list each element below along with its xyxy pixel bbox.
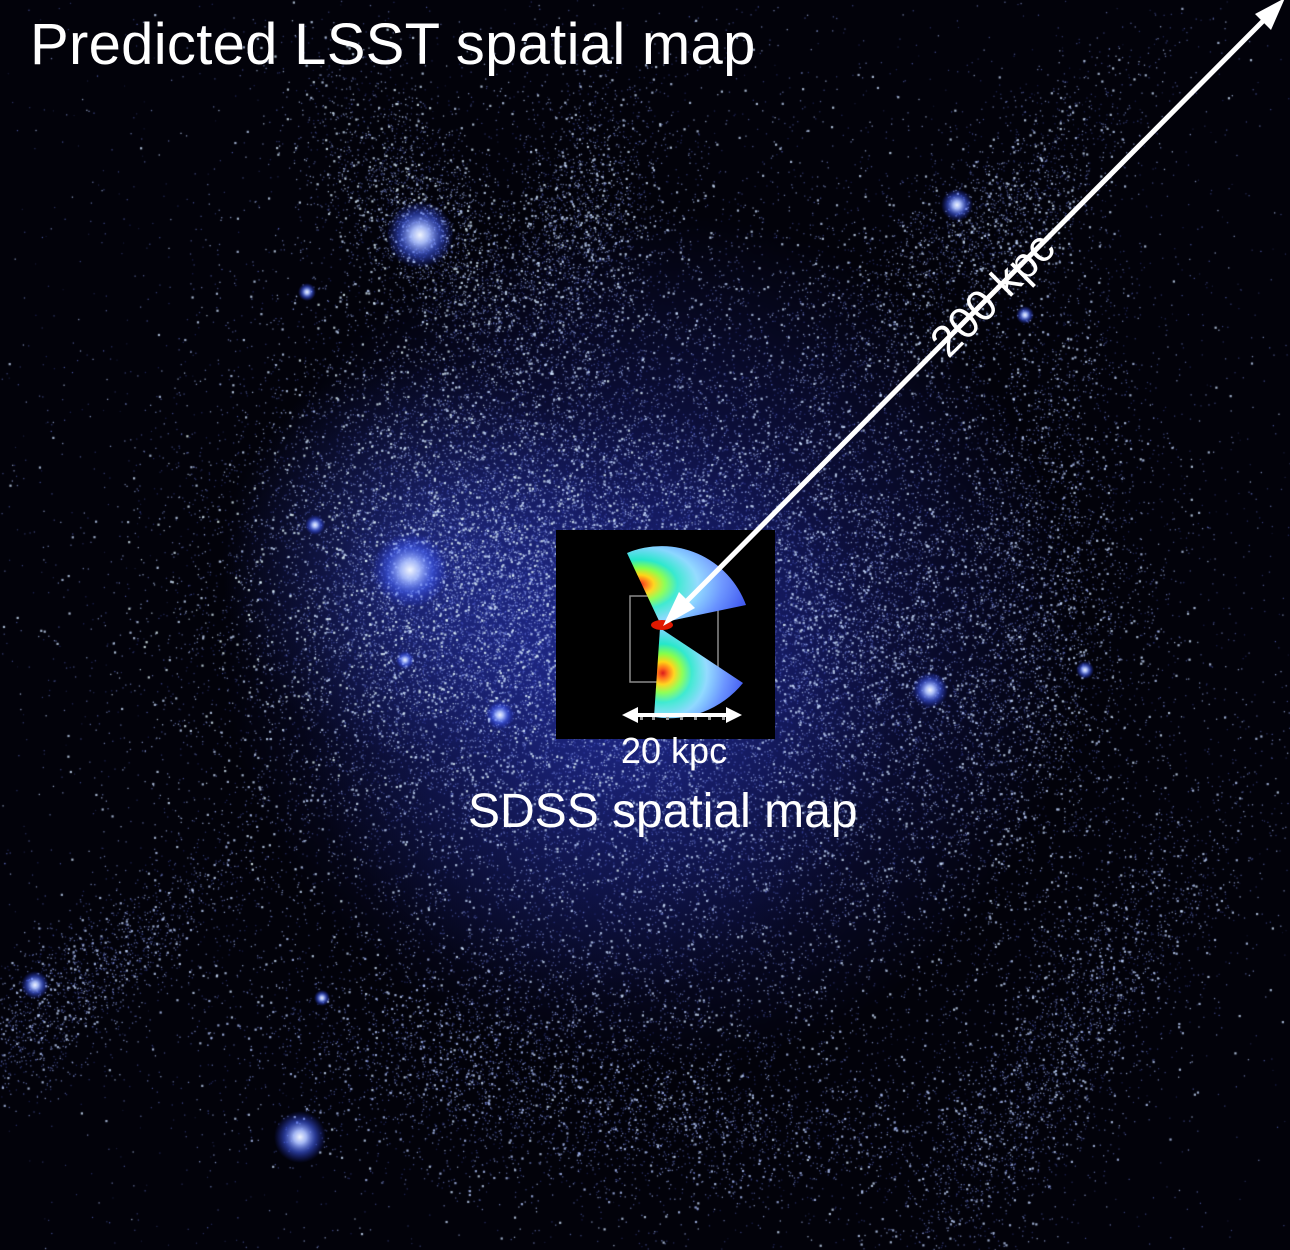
sdss-inset bbox=[556, 530, 775, 739]
inset-caption: SDSS spatial map bbox=[468, 785, 858, 838]
figure-title: Predicted LSST spatial map bbox=[30, 12, 756, 77]
inset-lower-wedge-sheen bbox=[654, 628, 743, 719]
inset-axis-ticks bbox=[640, 717, 725, 720]
inset-scale-label: 20 kpc bbox=[621, 730, 728, 771]
inset-scale-arrow bbox=[622, 707, 742, 723]
halo-scale-arrow bbox=[663, 0, 1285, 626]
inset-upper-wedge-sheen bbox=[627, 546, 746, 623]
